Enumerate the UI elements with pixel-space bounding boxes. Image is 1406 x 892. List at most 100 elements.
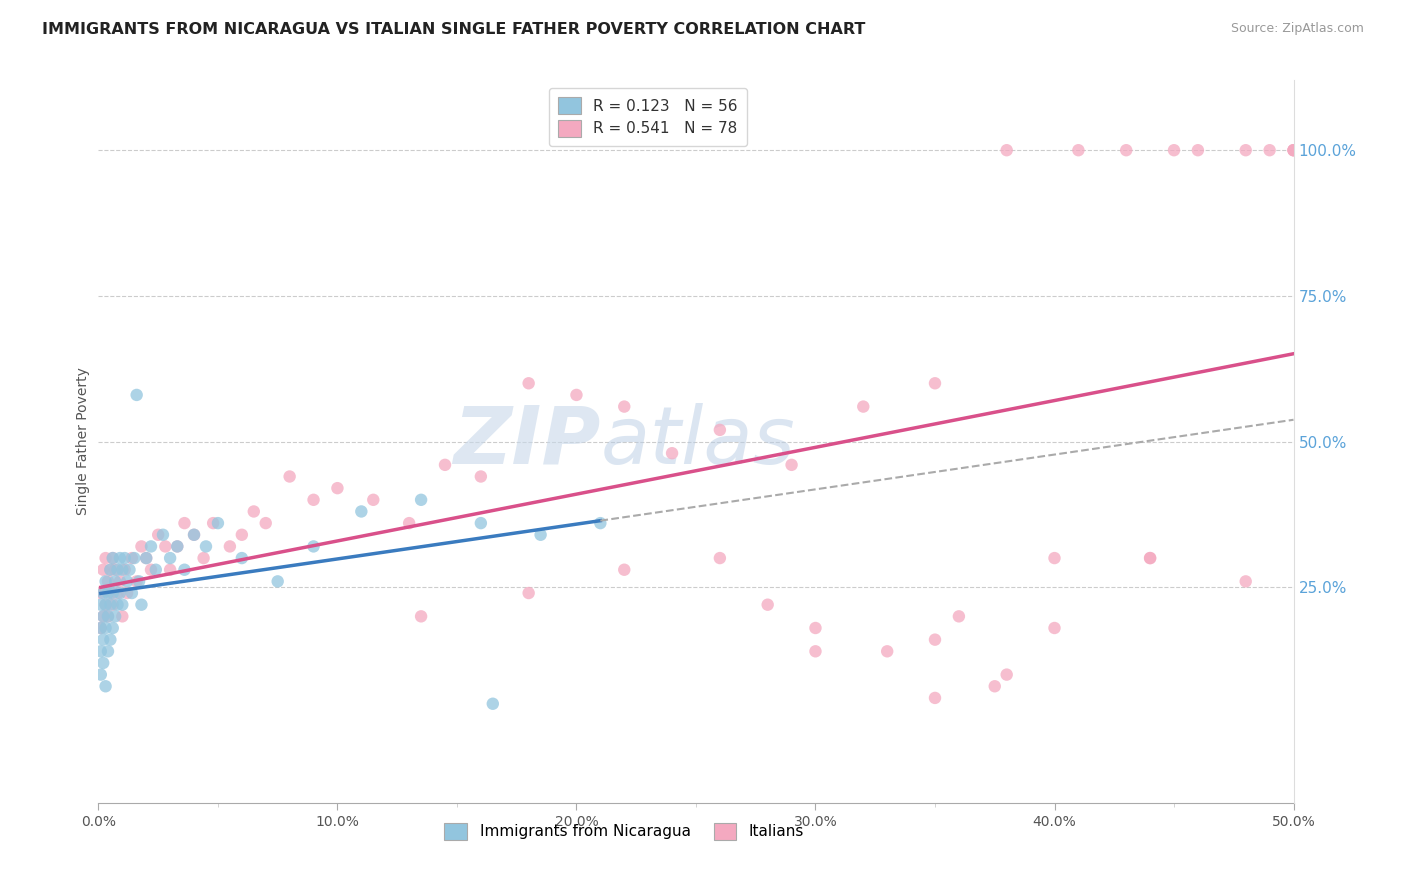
Point bbox=[173, 563, 195, 577]
Point bbox=[101, 551, 124, 566]
Point bbox=[565, 388, 588, 402]
Point bbox=[183, 528, 205, 542]
Point bbox=[114, 563, 136, 577]
Point bbox=[91, 632, 114, 647]
Point bbox=[1282, 143, 1305, 157]
Point bbox=[193, 551, 215, 566]
Point bbox=[91, 563, 114, 577]
Point bbox=[121, 551, 143, 566]
Point bbox=[254, 516, 277, 530]
Point bbox=[948, 609, 970, 624]
Point bbox=[709, 423, 731, 437]
Point bbox=[219, 540, 242, 554]
Point bbox=[104, 574, 127, 589]
Point bbox=[97, 644, 120, 658]
Point bbox=[1139, 551, 1161, 566]
Point bbox=[115, 586, 138, 600]
Point bbox=[166, 540, 188, 554]
Text: atlas: atlas bbox=[600, 402, 796, 481]
Point bbox=[90, 644, 112, 658]
Point bbox=[195, 540, 218, 554]
Point bbox=[97, 609, 120, 624]
Point bbox=[94, 598, 117, 612]
Point bbox=[91, 609, 114, 624]
Point bbox=[108, 586, 131, 600]
Point bbox=[1282, 143, 1305, 157]
Point bbox=[90, 667, 112, 681]
Point bbox=[139, 540, 162, 554]
Point bbox=[128, 574, 150, 589]
Point bbox=[148, 528, 170, 542]
Point bbox=[231, 528, 253, 542]
Point bbox=[111, 598, 134, 612]
Point bbox=[780, 458, 803, 472]
Point bbox=[302, 540, 325, 554]
Point bbox=[278, 469, 301, 483]
Point bbox=[98, 598, 122, 612]
Point bbox=[1234, 143, 1257, 157]
Point bbox=[852, 400, 875, 414]
Point bbox=[995, 143, 1018, 157]
Point bbox=[350, 504, 373, 518]
Point bbox=[131, 540, 153, 554]
Point bbox=[107, 586, 129, 600]
Point bbox=[139, 563, 162, 577]
Point bbox=[302, 492, 325, 507]
Y-axis label: Single Father Poverty: Single Father Poverty bbox=[76, 368, 90, 516]
Point bbox=[159, 551, 181, 566]
Point bbox=[613, 563, 636, 577]
Point bbox=[804, 621, 827, 635]
Point bbox=[125, 574, 148, 589]
Point bbox=[517, 586, 540, 600]
Point bbox=[231, 551, 253, 566]
Point bbox=[709, 551, 731, 566]
Point bbox=[661, 446, 683, 460]
Point bbox=[924, 632, 946, 647]
Point bbox=[1043, 551, 1066, 566]
Point bbox=[91, 656, 114, 670]
Text: Source: ZipAtlas.com: Source: ZipAtlas.com bbox=[1230, 22, 1364, 36]
Point bbox=[1139, 551, 1161, 566]
Point bbox=[411, 609, 433, 624]
Point bbox=[183, 528, 205, 542]
Point bbox=[94, 621, 117, 635]
Point bbox=[97, 586, 120, 600]
Point bbox=[166, 540, 188, 554]
Point bbox=[101, 586, 124, 600]
Point bbox=[145, 563, 167, 577]
Point bbox=[94, 574, 117, 589]
Text: IMMIGRANTS FROM NICARAGUA VS ITALIAN SINGLE FATHER POVERTY CORRELATION CHART: IMMIGRANTS FROM NICARAGUA VS ITALIAN SIN… bbox=[42, 22, 866, 37]
Point bbox=[101, 621, 124, 635]
Point bbox=[90, 586, 112, 600]
Point bbox=[104, 563, 127, 577]
Point bbox=[924, 690, 946, 705]
Point bbox=[517, 376, 540, 391]
Point bbox=[131, 598, 153, 612]
Point bbox=[111, 609, 134, 624]
Point bbox=[804, 644, 827, 658]
Point bbox=[1282, 143, 1305, 157]
Point bbox=[159, 563, 181, 577]
Point bbox=[173, 516, 195, 530]
Point bbox=[155, 540, 177, 554]
Point bbox=[152, 528, 174, 542]
Point bbox=[1258, 143, 1281, 157]
Point bbox=[121, 586, 143, 600]
Point bbox=[90, 598, 112, 612]
Point bbox=[114, 551, 136, 566]
Point bbox=[98, 586, 122, 600]
Point bbox=[243, 504, 266, 518]
Point bbox=[756, 598, 779, 612]
Point bbox=[1067, 143, 1090, 157]
Point bbox=[111, 563, 134, 577]
Point bbox=[107, 563, 129, 577]
Point bbox=[125, 388, 148, 402]
Point bbox=[107, 598, 129, 612]
Point bbox=[104, 609, 127, 624]
Point bbox=[1115, 143, 1137, 157]
Point bbox=[398, 516, 420, 530]
Point bbox=[1234, 574, 1257, 589]
Point bbox=[101, 551, 124, 566]
Legend: Immigrants from Nicaragua, Italians: Immigrants from Nicaragua, Italians bbox=[439, 817, 810, 846]
Point bbox=[135, 551, 157, 566]
